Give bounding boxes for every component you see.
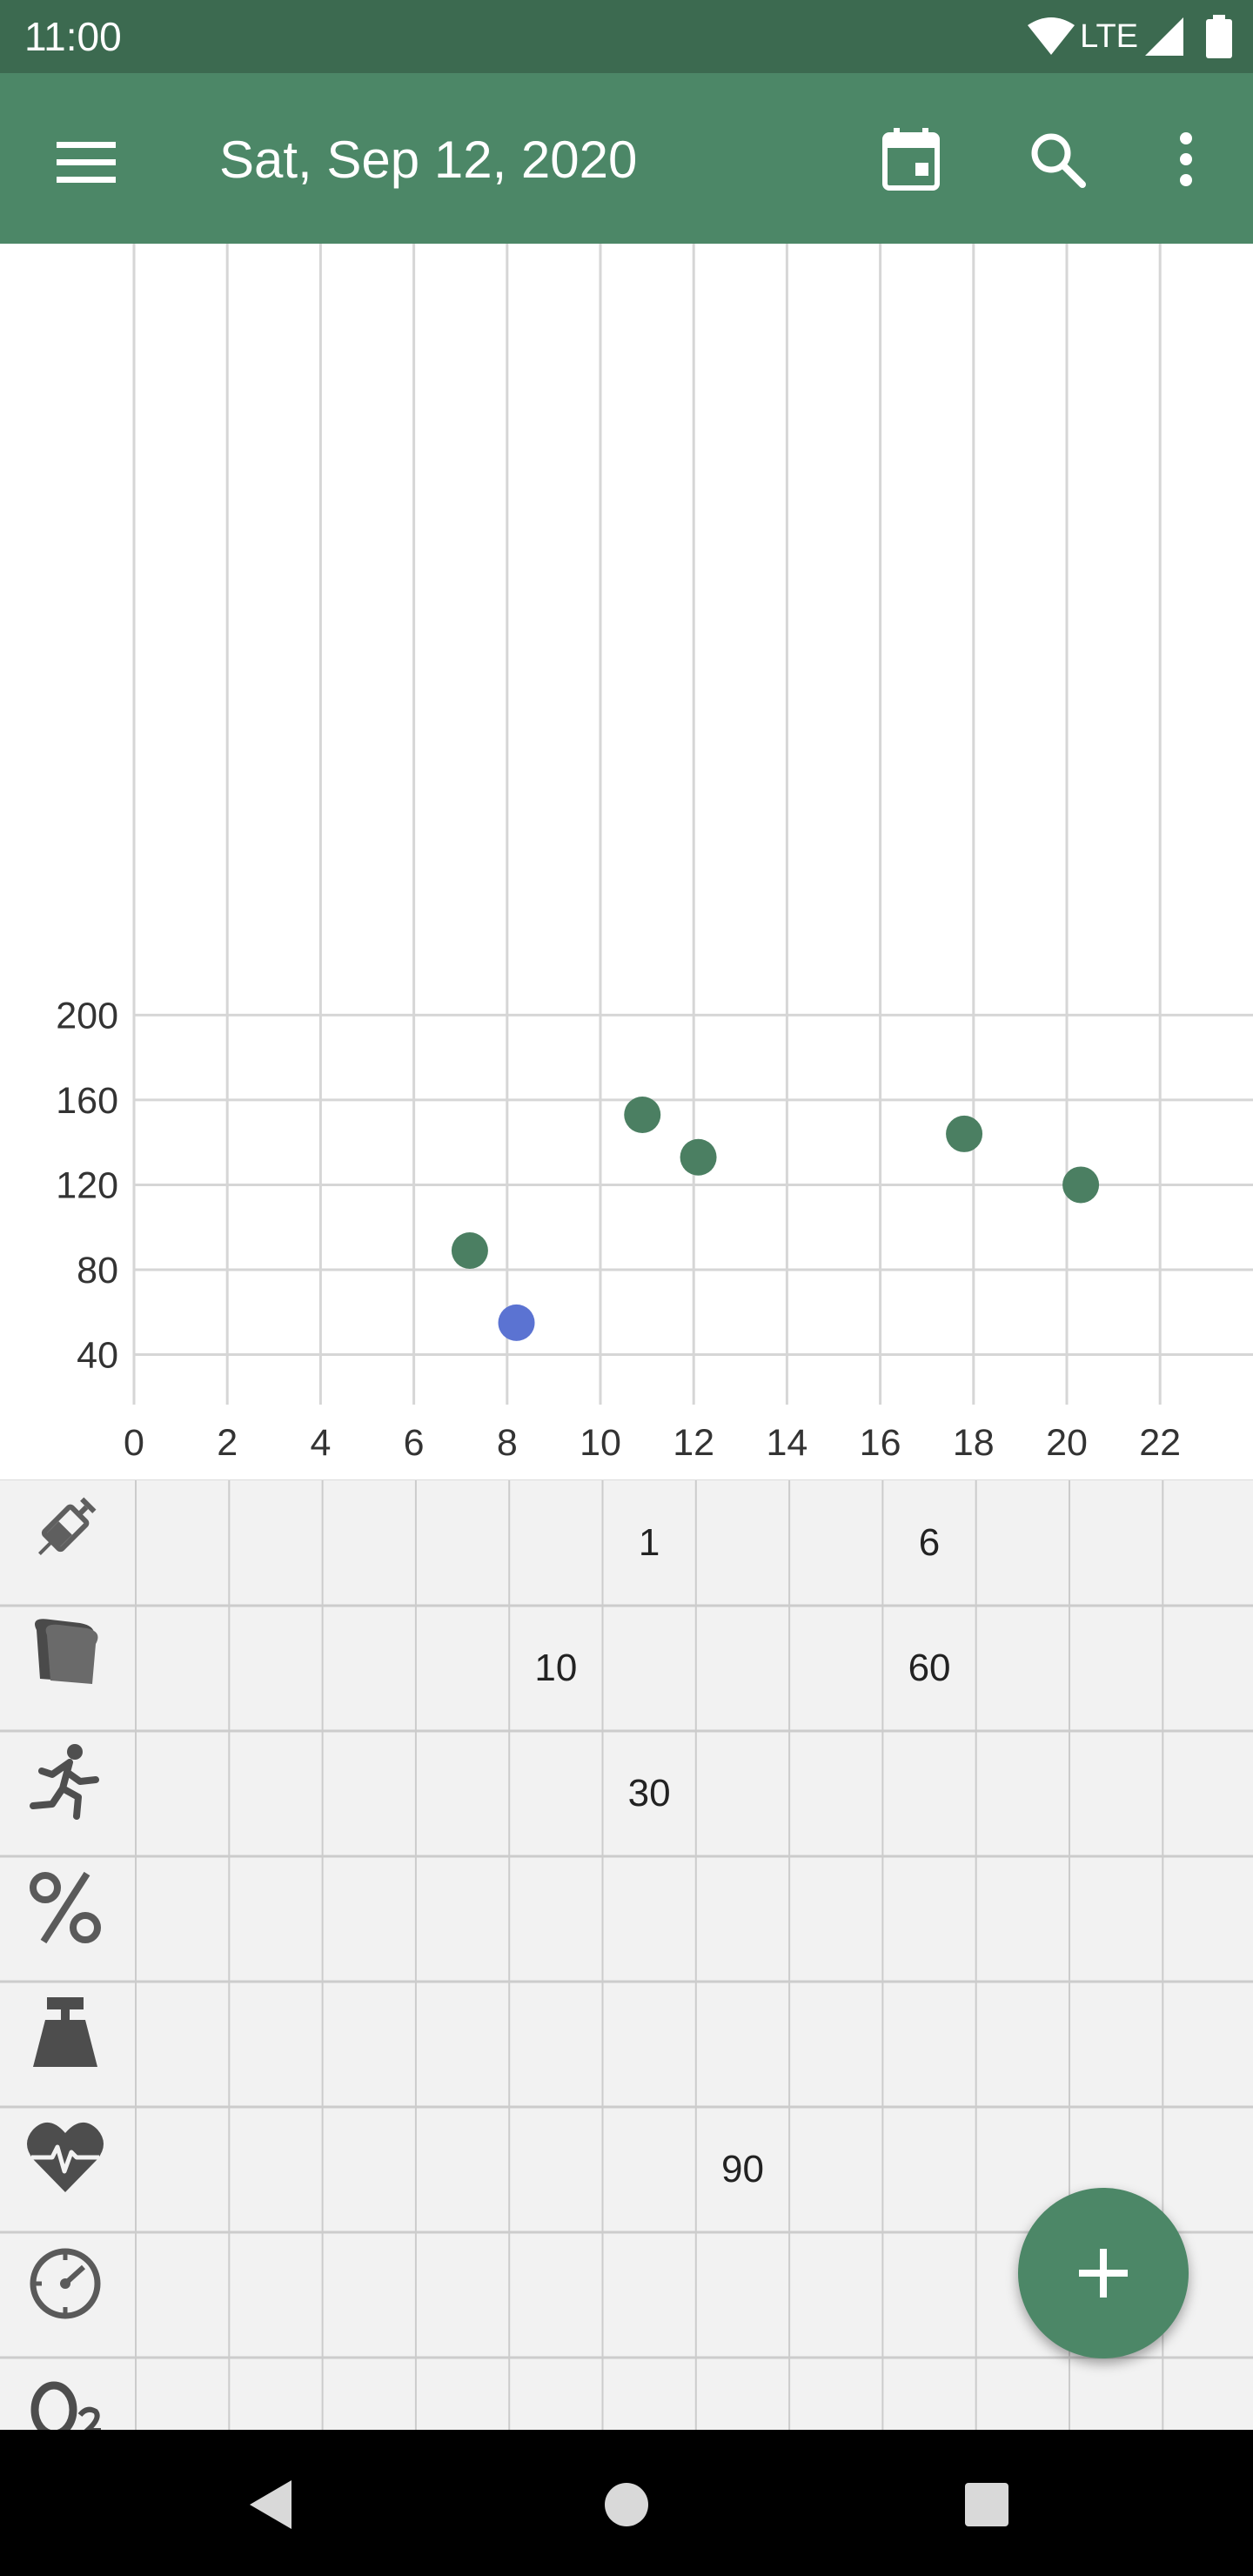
y-tick-label: 40	[77, 1334, 118, 1376]
blood-pressure-gauge-icon[interactable]	[26, 2244, 131, 2349]
add-entry-button[interactable]	[1018, 2188, 1189, 2358]
x-tick-label: 6	[404, 1422, 425, 1464]
log-cell-value[interactable]: 30	[627, 1772, 671, 1815]
wifi-icon	[1028, 17, 1075, 55]
percent-hba1c-icon[interactable]	[26, 1868, 131, 1973]
x-tick-label: 22	[1139, 1422, 1181, 1464]
navigation-bar	[0, 2430, 1253, 2576]
network-type-label: LTE	[1080, 17, 1138, 55]
x-tick-label: 0	[124, 1422, 144, 1464]
back-icon[interactable]	[228, 2461, 315, 2548]
heart-pulse-icon[interactable]	[26, 2119, 131, 2224]
y-tick-label: 200	[56, 995, 118, 1036]
y-tick-label: 120	[56, 1164, 118, 1206]
x-tick-label: 18	[953, 1422, 995, 1464]
glucose-point	[946, 1115, 983, 1152]
date-title[interactable]: Sat, Sep 12, 2020	[219, 131, 638, 189]
log-cell-value[interactable]: 1	[638, 1521, 660, 1564]
log-cell-value[interactable]: 6	[918, 1521, 941, 1564]
x-tick-label: 16	[860, 1422, 901, 1464]
oxygen-o2-icon[interactable]	[26, 2370, 131, 2431]
status-time: 11:00	[24, 14, 122, 59]
glucose-point	[498, 1304, 535, 1341]
recents-icon[interactable]	[943, 2461, 1030, 2548]
calendar-icon[interactable]	[872, 120, 950, 198]
glucose-point	[624, 1096, 661, 1133]
insulin-syringe-icon[interactable]	[26, 1493, 131, 1597]
glucose-point	[1062, 1166, 1100, 1204]
y-tick-label: 160	[56, 1080, 118, 1122]
x-tick-label: 20	[1046, 1422, 1088, 1464]
x-tick-label: 4	[310, 1422, 331, 1464]
more-vert-icon[interactable]	[1147, 120, 1225, 198]
app-bar: Sat, Sep 12, 2020	[0, 73, 1253, 244]
x-tick-label: 14	[766, 1422, 807, 1464]
add-icon	[1079, 2249, 1128, 2298]
search-icon[interactable]	[1018, 120, 1096, 198]
log-grid	[0, 1480, 1253, 2431]
home-icon[interactable]	[583, 2461, 670, 2548]
log-cell-value[interactable]: 60	[908, 1647, 951, 1689]
log-cell-value[interactable]: 10	[534, 1647, 578, 1689]
battery-icon	[1206, 15, 1232, 58]
chart-canvas: 40 80 120 160 200 0 2 4 6 8 10 12 14 16 18 20 22	[56, 244, 1253, 1464]
glucose-point	[451, 1232, 488, 1270]
running-activity-icon[interactable]	[26, 1743, 131, 1848]
bread-meal-icon[interactable]	[26, 1618, 131, 1722]
menu-icon[interactable]	[47, 124, 125, 202]
x-tick-label: 2	[217, 1422, 238, 1464]
status-icons: LTE	[1028, 9, 1236, 64]
signal-icon	[1145, 17, 1183, 56]
log-cell-value[interactable]: 90	[720, 2148, 764, 2190]
y-tick-label: 80	[77, 1250, 118, 1291]
x-tick-label: 10	[580, 1422, 621, 1464]
status-bar: 11:00 LTE	[0, 0, 1253, 73]
glucose-point	[680, 1138, 717, 1176]
weight-scale-icon[interactable]	[26, 1994, 131, 2098]
x-tick-label: 12	[673, 1422, 714, 1464]
glucose-chart[interactable]: 40 80 120 160 200 0 2 4 6 8 10 12 14 16 18 20 22	[0, 244, 1253, 1479]
x-tick-label: 8	[497, 1422, 518, 1464]
